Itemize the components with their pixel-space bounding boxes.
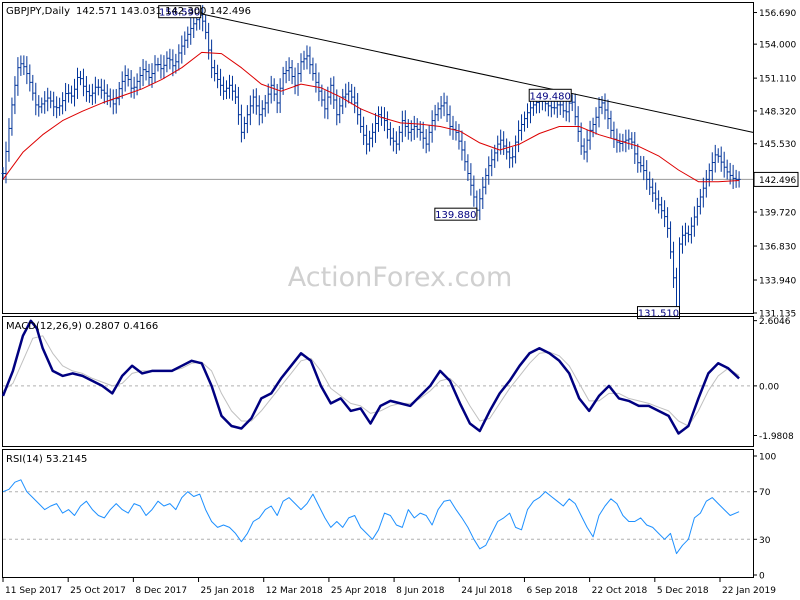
price-bars [1, 5, 741, 319]
price-axis: 156.690 154.000 151.110 148.320 145.530 142.4… [753, 9, 799, 320]
price-tick-label: 156.690 [759, 9, 796, 19]
annotation-label: 131.510 [638, 309, 679, 320]
rsi-panel-frame [2, 449, 754, 578]
symbol-label: GBPJPY,Daily [6, 6, 70, 17]
rsi-tick-label: 0 [759, 572, 765, 582]
price-annotations: 156.590 139.880 149.480 131.510 [158, 5, 680, 320]
x-tick-label: 25 Oct 2017 [70, 586, 126, 596]
macd-tick-label: -1.9808 [759, 432, 794, 442]
rsi-line [2, 479, 740, 555]
price-tick-label: 154.000 [759, 41, 796, 51]
x-tick-label: 5 Dec 2018 [657, 586, 709, 596]
macd-panel: 2.6046 0.00 -1.9808 MACD(12,26,9) 0.2807 0… [1, 316, 794, 447]
macd-panel-frame [2, 316, 754, 447]
rsi-axis: 100 70 30 0 [753, 453, 776, 582]
rsi-tick-label: 100 [759, 453, 776, 463]
rsi-levels [3, 491, 753, 540]
macd-lines [1, 319, 740, 435]
rsi-tick-label: 70 [759, 488, 771, 498]
moving-average [2, 51, 740, 183]
watermark: ActionForex.com [288, 262, 513, 293]
annotation-label: 149.480 [530, 91, 571, 102]
x-tick-label: 11 Sep 2017 [5, 586, 62, 596]
annotation-box [158, 5, 202, 19]
trendline-line [200, 13, 754, 133]
annotation-label: 156.590 [159, 8, 200, 19]
x-tick-label: 8 Jun 2018 [396, 586, 445, 596]
rsi-panel: 100 70 30 0 RSI(14) 53.2145 [2, 449, 776, 582]
annotation-box [636, 306, 680, 320]
price-tick-label: 151.110 [759, 75, 796, 85]
price-tick-label: 139.720 [759, 209, 796, 219]
rsi-tick-label: 30 [759, 536, 771, 546]
price-tick-label: 145.530 [759, 140, 796, 150]
current-price-tag [753, 171, 799, 187]
current-price-label: 142.496 [759, 176, 796, 186]
x-axis: 11 Sep 2017 25 Oct 2017 8 Dec 2017 25 Jan 2… [2, 577, 776, 596]
rsi-series-line [2, 479, 740, 555]
price-tick-label: 136.830 [759, 243, 796, 253]
x-tick-label: 22 Oct 2018 [592, 586, 648, 596]
macd-line [1, 319, 740, 435]
price-tick-label: 148.320 [759, 107, 796, 117]
macd-label: MACD(12,26,9) 0.2807 0.4166 [6, 321, 158, 332]
trendline [200, 13, 754, 133]
rsi-label: RSI(14) 53.2145 [6, 454, 87, 465]
x-tick-label: 24 Jul 2018 [461, 586, 512, 596]
ma-line [2, 51, 740, 183]
price-tick-label: 131.135 [759, 310, 796, 320]
annotation-label: 139.880 [435, 210, 476, 221]
x-tick-label: 22 Jan 2019 [722, 586, 776, 596]
x-tick-label: 6 Sep 2018 [526, 586, 578, 596]
x-tick-label: 25 Apr 2018 [331, 586, 387, 596]
price-panel: ActionForex.com 156.590 139.880 149.480 131… [1, 2, 799, 320]
price-tick-label: 133.940 [759, 277, 796, 287]
x-tick-label: 12 Mar 2018 [266, 586, 323, 596]
macd-tick-label: 2.6046 [759, 317, 791, 327]
annotation-box [434, 207, 478, 221]
price-panel-frame [2, 2, 754, 314]
x-tick-label: 25 Jan 2018 [201, 586, 255, 596]
macd-axis: 2.6046 0.00 -1.9808 [753, 317, 794, 442]
macd-tick-label: 0.00 [759, 382, 779, 392]
annotation-box [528, 88, 572, 102]
x-tick-label: 8 Dec 2017 [135, 586, 187, 596]
ohlc-label: 142.571 143.031 142.300 142.496 [76, 6, 251, 17]
